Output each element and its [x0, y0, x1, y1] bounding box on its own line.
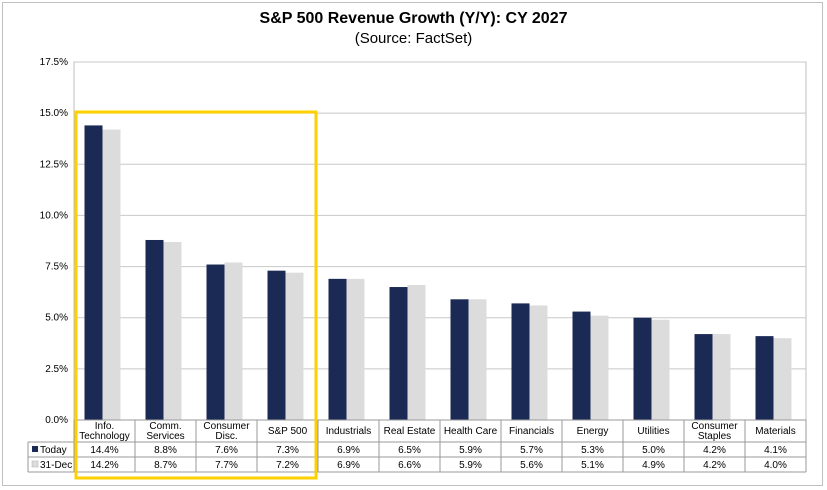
- y-tick-label: 0.0%: [45, 415, 68, 426]
- category-label: Staples: [698, 431, 731, 442]
- bar-dec31: [529, 305, 548, 420]
- category-label: Consumer: [691, 421, 738, 432]
- data-label: 5.7%: [520, 445, 543, 456]
- bar-today: [694, 334, 713, 420]
- data-label: 4.2%: [703, 460, 726, 471]
- y-tick-label: 5.0%: [45, 313, 68, 324]
- bar-today: [145, 239, 164, 420]
- category-label: Info.: [95, 421, 114, 432]
- category-label: Financials: [509, 426, 554, 437]
- data-label: 5.9%: [459, 445, 482, 456]
- chart-subtitle: (Source: FactSet): [354, 30, 473, 47]
- data-label: 6.9%: [337, 460, 360, 471]
- bars: [84, 125, 792, 420]
- legend-label-today: Today: [40, 445, 67, 456]
- bar-today: [511, 303, 530, 420]
- data-label: 14.4%: [90, 445, 118, 456]
- category-label: Utilities: [637, 426, 669, 437]
- category-label: Energy: [577, 426, 609, 437]
- bar-dec31: [346, 278, 365, 420]
- category-label: Services: [146, 431, 184, 442]
- data-label: 5.6%: [520, 460, 543, 471]
- y-tick-label: 12.5%: [40, 159, 68, 170]
- bar-dec31: [712, 334, 731, 420]
- data-label: 7.3%: [276, 445, 299, 456]
- data-table: Info.TechnologyComm.ServicesConsumerDisc…: [27, 419, 807, 473]
- bar-dec31: [590, 315, 609, 420]
- bar-dec31: [163, 242, 182, 420]
- data-label: 7.7%: [215, 460, 238, 471]
- data-label: 4.0%: [764, 460, 787, 471]
- category-label: Health Care: [444, 426, 498, 437]
- category-label: Industrials: [326, 426, 372, 437]
- data-label: 4.1%: [764, 445, 787, 456]
- bar-dec31: [773, 338, 792, 420]
- category-label: Real Estate: [384, 426, 436, 437]
- bar-dec31: [407, 284, 426, 420]
- category-label: Technology: [79, 431, 130, 442]
- y-axis: 0.0% 2.5% 5.0% 7.5% 10.0% 12.5% 15.0% 17.5%: [40, 57, 68, 426]
- bar-today: [572, 311, 591, 420]
- category-label: Disc.: [215, 431, 237, 442]
- bar-today: [755, 336, 774, 420]
- data-label: 14.2%: [90, 460, 118, 471]
- bar-today: [389, 287, 408, 420]
- legend-label-dec31: 31-Dec: [40, 460, 72, 471]
- highlight-box: [74, 110, 318, 480]
- y-tick-label: 10.0%: [40, 210, 68, 221]
- category-label: S&P 500: [268, 426, 308, 437]
- gridlines: [73, 61, 807, 421]
- data-label: 4.2%: [703, 445, 726, 456]
- legend-key-today: [32, 446, 38, 452]
- category-label: Comm.: [149, 421, 181, 432]
- category-label: Materials: [755, 426, 796, 437]
- bar-dec31: [468, 299, 487, 420]
- bar-today: [267, 270, 286, 420]
- data-label: 6.6%: [398, 460, 421, 471]
- data-label: 5.9%: [459, 460, 482, 471]
- bar-dec31: [102, 129, 121, 420]
- data-label: 7.6%: [215, 445, 238, 456]
- bar-today: [633, 317, 652, 420]
- bar-today: [450, 299, 469, 420]
- bar-dec31: [224, 262, 243, 420]
- bar-today: [84, 125, 103, 420]
- data-label: 7.2%: [276, 460, 299, 471]
- category-label: Consumer: [203, 421, 250, 432]
- data-label: 8.8%: [154, 445, 177, 456]
- bar-dec31: [285, 272, 304, 420]
- y-tick-label: 7.5%: [45, 262, 68, 273]
- data-label: 6.5%: [398, 445, 421, 456]
- data-label: 8.7%: [154, 460, 177, 471]
- data-label: 6.9%: [337, 445, 360, 456]
- y-tick-label: 2.5%: [45, 364, 68, 375]
- chart-title: S&P 500 Revenue Growth (Y/Y): CY 2027: [259, 10, 568, 27]
- bar-today: [206, 264, 225, 420]
- data-label: 4.9%: [642, 460, 665, 471]
- highlight-rect: [74, 110, 318, 480]
- bar-dec31: [651, 319, 670, 420]
- legend-key-dec31: [31, 460, 39, 468]
- data-label: 5.0%: [642, 445, 665, 456]
- data-label: 5.1%: [581, 460, 604, 471]
- data-label: 5.3%: [581, 445, 604, 456]
- y-tick-label: 17.5%: [40, 57, 68, 68]
- bar-today: [328, 278, 347, 420]
- y-tick-label: 15.0%: [40, 108, 68, 119]
